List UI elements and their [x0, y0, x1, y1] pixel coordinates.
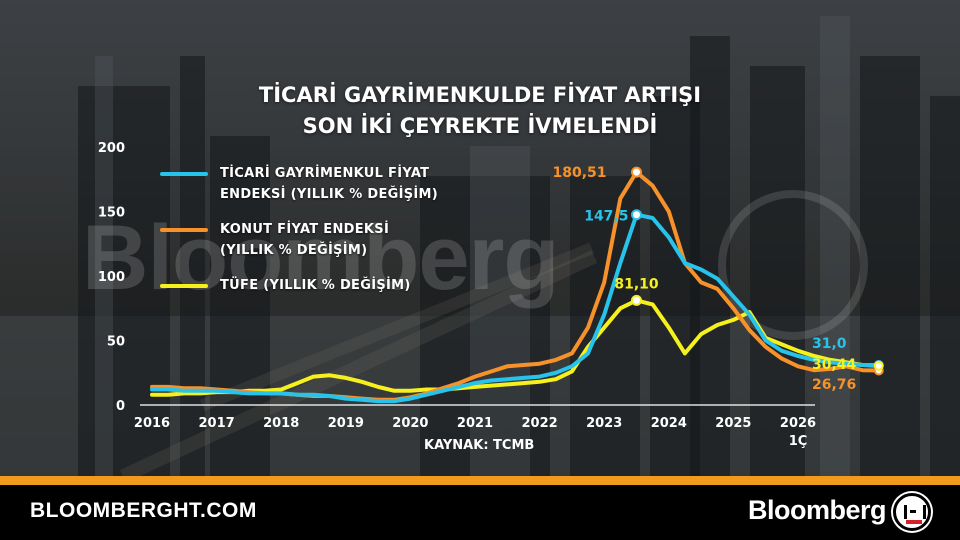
y-tick-label: 200	[98, 141, 125, 156]
footer-accent-strip	[0, 476, 960, 485]
x-tick-label: 2018	[263, 416, 299, 431]
x-tick-label: 2024	[651, 416, 687, 431]
x-tick-label: 2026	[780, 416, 816, 431]
bloomberg-ht-logo-icon	[893, 493, 931, 531]
watermark-logo-icon	[718, 190, 868, 340]
footer-bar: BLOOMBERGHT.COM Bloomberg	[0, 485, 960, 540]
title-line-1: TİCARİ GAYRİMENKULDE FİYAT ARTIŞI	[258, 83, 702, 107]
y-tick-label: 50	[107, 335, 125, 350]
highlight-value-label: 81,10	[614, 276, 659, 292]
end-value-label: 26,76	[812, 377, 856, 393]
end-marker	[873, 360, 884, 371]
title-line-2: SON İKİ ÇEYREKTE İVMELENDİ	[302, 114, 658, 138]
chart-title: TİCARİ GAYRİMENKULDE FİYAT ARTIŞI SON İK…	[200, 80, 760, 142]
legend-swatch-housing	[160, 228, 208, 232]
highlight-value-label: 147,5	[584, 209, 628, 225]
series-line-0	[150, 212, 881, 404]
x-tick-label: 2022	[522, 416, 558, 431]
legend-swatch-commercial	[160, 172, 208, 176]
highlight-value-label: 180,51	[552, 165, 606, 181]
legend-item-housing: KONUT FİYAT ENDEKSİ (YILLIK % DEĞİŞİM)	[160, 219, 389, 261]
site-url[interactable]: BLOOMBERGHT.COM	[30, 499, 257, 522]
legend-label-commercial-2: ENDEKSİ (YILLIK % DEĞİŞİM)	[220, 187, 439, 202]
y-tick-label: 150	[98, 206, 125, 221]
legend-label-commercial-1: TİCARİ GAYRİMENKUL FİYAT	[220, 166, 430, 181]
line-chart: 0 50 100 150 200 2016 2017 2018 2019 2020 2021 2022…	[98, 141, 884, 449]
x-tick-label: 2017	[199, 416, 235, 431]
legend-item-cpi: TÜFE (YILLIK % DEĞİŞİM)	[160, 275, 411, 296]
legend-swatch-cpi	[160, 284, 208, 288]
highlight-marker	[631, 209, 642, 221]
x-tick-label: 2020	[392, 416, 428, 431]
legend-label-housing-1: KONUT FİYAT ENDEKSİ	[220, 222, 390, 237]
x-tick-sublabel: 1Ç	[789, 434, 808, 449]
y-tick-label: 100	[98, 270, 125, 285]
highlight-marker	[631, 166, 642, 178]
x-tick-label: 2025	[715, 416, 751, 431]
bloomberg-watermark: Bloomberg	[82, 207, 560, 309]
brand-name: Bloomberg	[748, 495, 887, 525]
background-photo	[0, 0, 960, 476]
x-tick-label: 2023	[586, 416, 622, 431]
legend-item-commercial: TİCARİ GAYRİMENKUL FİYAT ENDEKSİ (YILLIK…	[160, 163, 438, 205]
x-tick-label: 2016	[134, 416, 170, 431]
source-note: KAYNAK: TCMB	[424, 438, 535, 453]
highlight-marker	[631, 294, 642, 306]
legend-label-housing-2: (YILLIK % DEĞİŞİM)	[220, 243, 368, 258]
end-value-label: 31,0	[812, 336, 847, 352]
y-tick-label: 0	[116, 399, 125, 414]
legend-label-cpi: TÜFE (YILLIK % DEĞİŞİM)	[220, 278, 411, 293]
end-value-label: 30,44	[812, 357, 857, 373]
x-tick-label: 2021	[457, 416, 493, 431]
x-tick-label: 2019	[328, 416, 364, 431]
